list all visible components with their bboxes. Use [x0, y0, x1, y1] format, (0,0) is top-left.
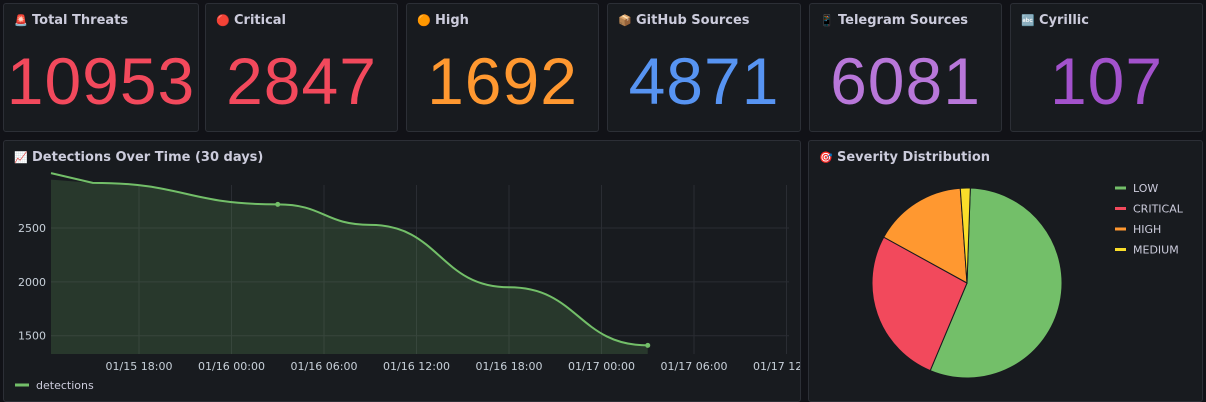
- stat-panel-total-threats[interactable]: 🚨 Total Threats 10953: [3, 3, 199, 132]
- alarm-light-icon: 🚨: [14, 14, 28, 27]
- x-tick-label: 01/17 06:00: [661, 360, 728, 373]
- target-icon: 🎯: [819, 151, 833, 164]
- abc-letters-icon: 🔤: [1021, 14, 1035, 27]
- stat-value: 107: [1049, 44, 1164, 118]
- y-tick-label: 2000: [18, 276, 46, 289]
- pie-slice-critical: [871, 236, 968, 372]
- panel-title[interactable]: 📈 Detections Over Time (30 days): [14, 150, 264, 165]
- y-tick-label: 1500: [18, 330, 46, 343]
- data-point: [645, 342, 651, 348]
- pie-slice-low: [929, 187, 1063, 379]
- panel-title[interactable]: 📦 GitHub Sources: [618, 13, 750, 28]
- panel-title[interactable]: 🎯 Severity Distribution: [819, 150, 991, 165]
- stat-value: 2847: [226, 44, 377, 118]
- severity-pie-chart[interactable]: LOW CRITICAL HIGH MEDIUM: [809, 141, 1202, 401]
- stat-value: 4871: [628, 44, 780, 118]
- stat-value: 1692: [427, 44, 578, 118]
- x-tick-label: 01/16 18:00: [476, 360, 543, 373]
- legend-label-detections: detections: [36, 379, 94, 392]
- detections-line: [50, 172, 648, 347]
- detections-chart[interactable]: 1500 2000 2500 01/15 18:00 01/16 00:00 01/16 …: [4, 141, 800, 401]
- legend-label-medium: MEDIUM: [1133, 244, 1179, 257]
- panel-title[interactable]: 🔤 Cyrillic: [1021, 13, 1089, 28]
- x-tick-label: 01/16 12:00: [383, 360, 450, 373]
- stat-value: 10953: [6, 44, 196, 118]
- panel-title[interactable]: 🟠 High: [417, 13, 469, 28]
- red-circle-icon: 🔴: [216, 14, 230, 27]
- y-tick-label: 2500: [18, 222, 46, 235]
- data-point: [275, 201, 281, 207]
- x-tick-label: 01/16 00:00: [198, 360, 265, 373]
- panel-title[interactable]: 🚨 Total Threats: [14, 13, 129, 28]
- chart-increasing-icon: 📈: [14, 151, 28, 164]
- legend-label-low: LOW: [1133, 182, 1158, 195]
- stat-panel-telegram-sources[interactable]: 📱 Telegram Sources 6081: [809, 3, 1002, 132]
- stat-panel-critical[interactable]: 🔴 Critical 2847: [205, 3, 398, 132]
- severity-distribution-panel[interactable]: 🎯 Severity Distribution LOW CRITICAL HIGH ME…: [808, 140, 1203, 402]
- detections-over-time-panel[interactable]: 📈 Detections Over Time (30 days) 1500 2000…: [3, 140, 801, 402]
- mobile-phone-icon: 📱: [820, 14, 834, 27]
- stat-panel-high[interactable]: 🟠 High 1692: [406, 3, 599, 132]
- detections-area: [51, 179, 648, 354]
- x-tick-label: 01/15 18:00: [106, 360, 173, 373]
- panel-title[interactable]: 🔴 Critical: [216, 13, 287, 28]
- orange-circle-icon: 🟠: [417, 14, 431, 27]
- panel-title[interactable]: 📱 Telegram Sources: [820, 13, 969, 28]
- legend-label-critical: CRITICAL: [1133, 203, 1184, 216]
- x-tick-label: 01/16 06:00: [291, 360, 358, 373]
- pie-slice-medium: [959, 187, 971, 284]
- pie-slice-high: [883, 187, 968, 284]
- x-tick-label: 01/17 12:00: [753, 360, 800, 373]
- legend-label-high: HIGH: [1133, 223, 1161, 236]
- package-icon: 📦: [618, 14, 632, 27]
- x-tick-label: 01/17 00:00: [568, 360, 635, 373]
- stat-panel-cyrillic[interactable]: 🔤 Cyrillic 107: [1010, 3, 1203, 132]
- stat-panel-github-sources[interactable]: 📦 GitHub Sources 4871: [607, 3, 801, 132]
- stat-value: 6081: [830, 44, 981, 118]
